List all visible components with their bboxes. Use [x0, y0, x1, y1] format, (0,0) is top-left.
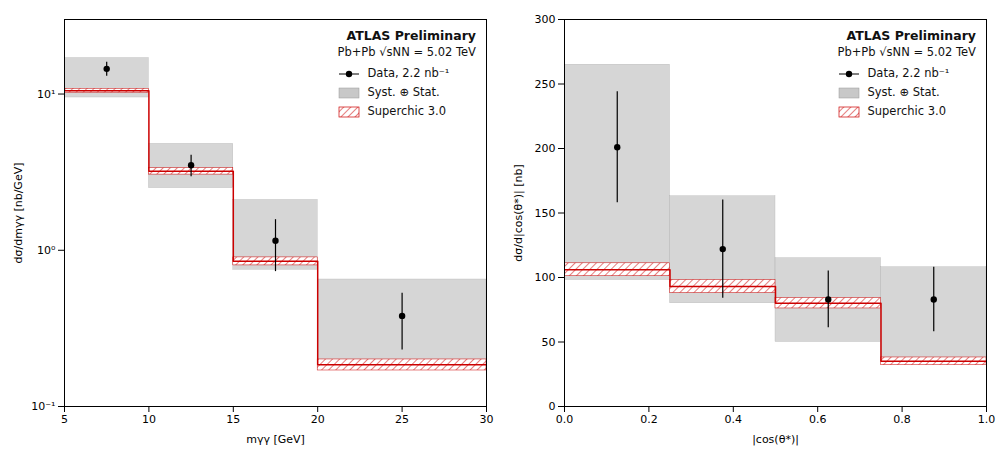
- svg-text:30: 30: [480, 413, 494, 426]
- html-text:ATLAS Preliminary: ATLAS Preliminary: [346, 28, 476, 43]
- html-text:Superchic 3.0: Superchic 3.0: [867, 104, 946, 118]
- svg-text:0.2: 0.2: [640, 413, 658, 426]
- svg-text:10: 10: [142, 413, 156, 426]
- svg-text:0.0: 0.0: [556, 413, 574, 426]
- svg-text:1.0: 1.0: [978, 413, 996, 426]
- svg-text:150: 150: [535, 207, 556, 220]
- svg-text:mγγ [GeV]: mγγ [GeV]: [246, 433, 305, 446]
- html-text:Pb+Pb √sNN = 5.02 TeV: Pb+Pb √sNN = 5.02 TeV: [337, 45, 476, 59]
- svg-text:25: 25: [395, 413, 409, 426]
- html-text:Syst. ⊕ Stat.: Syst. ⊕ Stat.: [367, 85, 440, 99]
- html-text:Data, 2.2 nb⁻¹: Data, 2.2 nb⁻¹: [867, 66, 950, 80]
- svg-text:10⁻¹: 10⁻¹: [31, 400, 55, 413]
- svg-text:5: 5: [61, 413, 68, 426]
- svg-text:250: 250: [535, 78, 556, 91]
- svg-text:20: 20: [311, 413, 325, 426]
- svg-text:0.6: 0.6: [809, 413, 827, 426]
- svg-text:10⁰: 10⁰: [37, 244, 56, 257]
- html-text:Data, 2.2 nb⁻¹: Data, 2.2 nb⁻¹: [367, 66, 450, 80]
- svg-text:dσ/d|cos(θ*)| [nb]: dσ/d|cos(θ*)| [nb]: [512, 164, 525, 261]
- html-text:ATLAS Preliminary: ATLAS Preliminary: [846, 28, 976, 43]
- svg-text:200: 200: [535, 142, 556, 155]
- html-text:Superchic 3.0: Superchic 3.0: [367, 104, 446, 118]
- svg-text:0.8: 0.8: [893, 413, 911, 426]
- svg-text:300: 300: [535, 13, 556, 26]
- svg-text:100: 100: [535, 271, 556, 284]
- html-text:Syst. ⊕ Stat.: Syst. ⊕ Stat.: [867, 85, 940, 99]
- svg-text:10¹: 10¹: [37, 88, 55, 101]
- svg-text:dσ/dmγγ [nb/GeV]: dσ/dmγγ [nb/GeV]: [12, 163, 25, 264]
- svg-text:50: 50: [542, 336, 556, 349]
- svg-text:|cos(θ*)|: |cos(θ*)|: [752, 433, 799, 446]
- svg-text:0: 0: [549, 400, 556, 413]
- svg-text:15: 15: [226, 413, 240, 426]
- svg-text:0.4: 0.4: [725, 413, 743, 426]
- html-text:Pb+Pb √sNN = 5.02 TeV: Pb+Pb √sNN = 5.02 TeV: [837, 45, 976, 59]
